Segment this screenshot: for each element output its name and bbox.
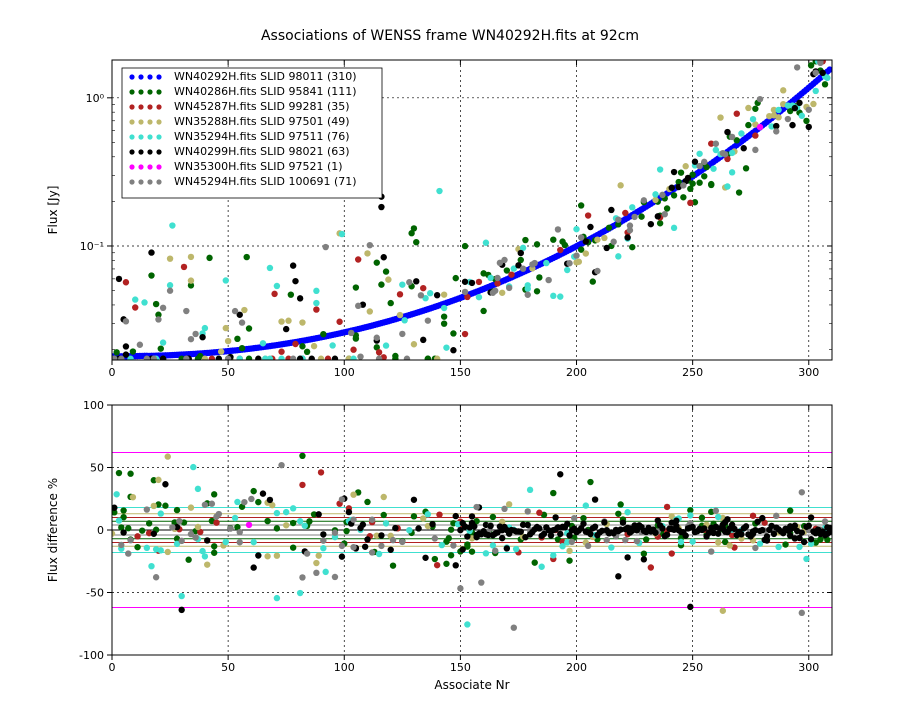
svg-text:WN35294H.fits SLID 97511 (76): WN35294H.fits SLID 97511 (76)	[174, 130, 350, 143]
svg-text:Flux [Jy]: Flux [Jy]	[46, 186, 60, 235]
svg-text:100: 100	[83, 399, 104, 412]
figure-root: Associations of WENSS frame WN40292H.fit…	[0, 0, 900, 720]
svg-text:50: 50	[221, 661, 235, 674]
svg-text:0: 0	[97, 524, 104, 537]
svg-text:100: 100	[334, 661, 355, 674]
svg-text:0: 0	[109, 661, 116, 674]
svg-text:WN35288H.fits SLID 97501 (49): WN35288H.fits SLID 97501 (49)	[174, 115, 350, 128]
svg-text:Flux difference %: Flux difference %	[46, 478, 60, 582]
svg-text:WN35300H.fits SLID 97521 (1): WN35300H.fits SLID 97521 (1)	[174, 160, 343, 173]
bottom-scatter	[109, 453, 833, 631]
svg-text:WN40286H.fits SLID 95841 (111): WN40286H.fits SLID 95841 (111)	[174, 85, 357, 98]
svg-text:-50: -50	[86, 587, 104, 600]
svg-text:0: 0	[109, 366, 116, 379]
svg-text:WN40292H.fits SLID 98011 (310): WN40292H.fits SLID 98011 (310)	[174, 70, 357, 83]
svg-text:10⁰: 10⁰	[86, 92, 105, 105]
svg-text:250: 250	[682, 661, 703, 674]
svg-text:50: 50	[90, 462, 104, 475]
svg-text:150: 150	[450, 661, 471, 674]
svg-text:200: 200	[566, 661, 587, 674]
svg-text:WN40299H.fits SLID 98021 (63): WN40299H.fits SLID 98021 (63)	[174, 145, 350, 158]
svg-text:Associate Nr: Associate Nr	[434, 678, 509, 692]
top-plot: 0 50 100 150 200 250 300 10⁻¹ 10⁰ Flux [Jy] WN4029…	[46, 58, 833, 379]
svg-text:WN45294H.fits SLID 100691 (71): WN45294H.fits SLID 100691 (71)	[174, 175, 357, 188]
svg-text:150: 150	[450, 366, 471, 379]
bottom-plot: 0 50 100 150 200 250 300 -100 -50 0 50 100 Flux diff…	[46, 399, 833, 692]
svg-text:-100: -100	[79, 649, 104, 662]
svg-text:10⁻¹: 10⁻¹	[80, 240, 104, 253]
figure-svg: Associations of WENSS frame WN40292H.fit…	[0, 0, 900, 720]
legend: WN40292H.fits SLID 98011 (310) WN40286H.f…	[122, 68, 382, 198]
svg-text:250: 250	[682, 366, 703, 379]
svg-text:WN45287H.fits SLID 99281 (35): WN45287H.fits SLID 99281 (35)	[174, 100, 350, 113]
svg-text:Associations of WENSS frame WN: Associations of WENSS frame WN40292H.fit…	[261, 28, 639, 44]
svg-text:50: 50	[221, 366, 235, 379]
svg-text:300: 300	[798, 661, 819, 674]
svg-text:300: 300	[798, 366, 819, 379]
svg-text:100: 100	[334, 366, 355, 379]
svg-text:200: 200	[566, 366, 587, 379]
